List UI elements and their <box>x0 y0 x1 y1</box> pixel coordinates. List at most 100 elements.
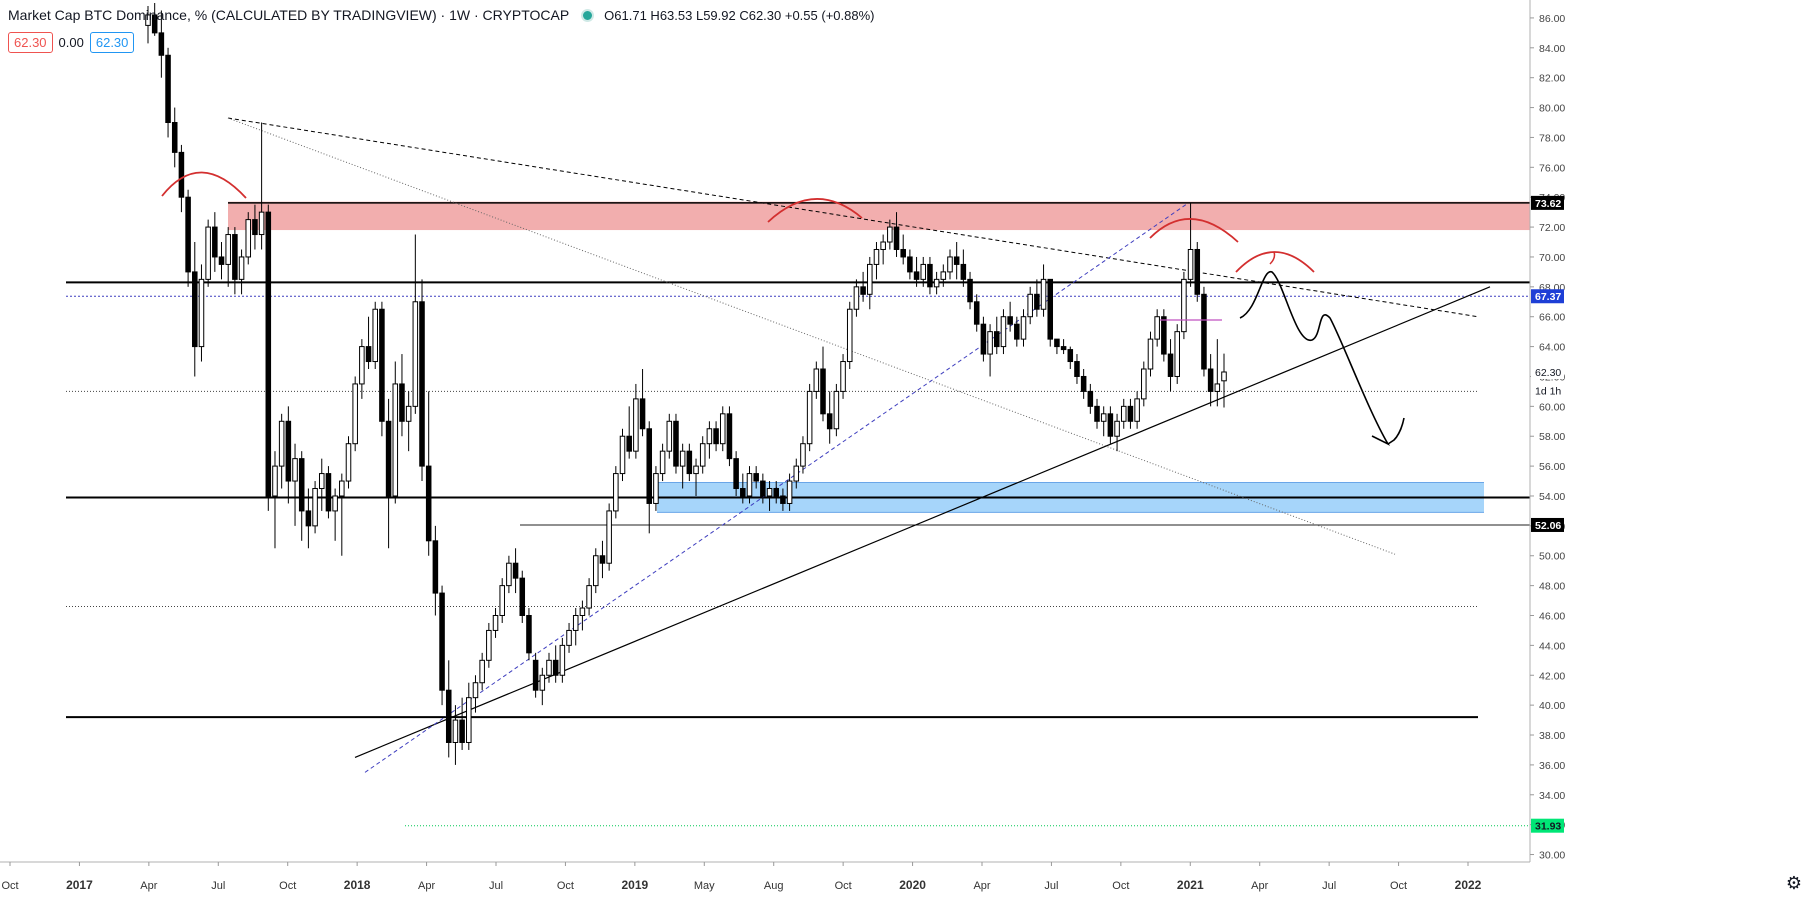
candle-body <box>1181 278 1187 333</box>
candle-body <box>532 659 539 691</box>
candle <box>833 383 840 437</box>
candle <box>1034 279 1040 317</box>
candle <box>1000 309 1007 355</box>
candle <box>980 316 987 362</box>
candle <box>345 436 352 489</box>
candle-body <box>512 562 519 579</box>
candle-body <box>933 278 940 288</box>
x-tick-label: Aug <box>764 880 784 892</box>
candle <box>1067 346 1074 370</box>
candle <box>880 234 886 265</box>
candle <box>800 436 806 474</box>
spread-value: 0.00 <box>58 35 84 50</box>
candle <box>1074 354 1080 384</box>
candle-body <box>893 226 900 250</box>
candle <box>546 652 552 683</box>
candle <box>1020 309 1027 347</box>
candle-body <box>1134 398 1140 422</box>
candle <box>185 189 191 287</box>
candle-body <box>566 629 572 646</box>
candle <box>1014 316 1020 347</box>
x-tick-label: 2022 <box>1455 878 1482 892</box>
candle <box>339 473 345 556</box>
buy-pill[interactable]: 62.30 <box>89 32 135 53</box>
candle-body <box>1007 316 1013 325</box>
candle-body <box>1087 390 1094 407</box>
candle-body <box>913 271 920 280</box>
candle <box>927 256 933 295</box>
candle <box>579 600 586 631</box>
candle <box>1154 309 1160 347</box>
gear-icon[interactable]: ⚙ <box>1785 873 1802 893</box>
candle <box>973 294 980 332</box>
candle-body <box>673 420 679 467</box>
candle-body <box>1047 278 1054 340</box>
candle-body <box>920 263 927 280</box>
candle <box>151 2 158 36</box>
candle-body <box>285 420 292 482</box>
candle-body <box>1107 413 1114 437</box>
sell-pill[interactable]: 62.30 <box>8 32 53 53</box>
candle <box>806 383 813 452</box>
candle <box>967 271 973 310</box>
candle <box>572 608 579 646</box>
candle-body <box>1040 278 1047 310</box>
candle-body <box>232 234 238 280</box>
candle <box>532 652 539 698</box>
candle-body <box>506 562 512 587</box>
price-label: 1d 1h <box>1535 386 1561 398</box>
candle <box>1094 398 1100 429</box>
candle-body <box>1074 361 1080 377</box>
candle-body <box>947 256 953 273</box>
x-tick-label: 2017 <box>66 878 93 892</box>
candle-body <box>539 674 546 691</box>
candle-body <box>1127 405 1134 422</box>
candle <box>639 369 646 437</box>
candle <box>258 122 265 250</box>
candle <box>913 256 920 287</box>
candle-body <box>479 659 485 684</box>
candle-body <box>1027 293 1033 318</box>
y-tick-label: 56.00 <box>1539 461 1565 473</box>
candle <box>760 473 766 504</box>
candle <box>332 488 338 541</box>
candle <box>907 249 913 280</box>
candle <box>278 413 285 489</box>
candle-body <box>1201 293 1207 370</box>
candle-body <box>472 682 479 699</box>
candle <box>1214 339 1221 407</box>
candle-body <box>559 644 566 676</box>
x-tick-label: Oct <box>1390 880 1407 892</box>
candle <box>846 301 853 370</box>
y-tick-label: 78.00 <box>1539 132 1565 144</box>
candle <box>439 585 445 706</box>
candle-body <box>459 719 465 743</box>
candle <box>171 107 178 168</box>
candle-body <box>887 226 893 243</box>
candle-body <box>606 510 612 564</box>
candle-body <box>846 308 853 363</box>
candle-body <box>419 301 425 467</box>
candle-body <box>1080 375 1087 392</box>
candle-body <box>633 398 639 452</box>
price-label-bg <box>1531 383 1564 398</box>
symbol-title[interactable]: Market Cap BTC Dominance, % (CALCULATED … <box>8 7 570 23</box>
candle <box>372 301 379 370</box>
candle <box>379 301 385 437</box>
candle-body <box>853 286 860 310</box>
y-tick-label: 80.00 <box>1539 103 1565 115</box>
candle <box>352 376 358 452</box>
candle <box>1040 264 1047 317</box>
candle <box>486 622 492 668</box>
candle-body <box>719 413 726 445</box>
candle <box>1181 271 1187 340</box>
candle-body <box>1141 368 1147 400</box>
candle-body <box>432 540 439 594</box>
candle <box>933 271 940 295</box>
candle <box>399 354 405 437</box>
candle <box>479 652 485 691</box>
candle <box>686 443 693 482</box>
candle <box>1161 309 1167 362</box>
candle-body <box>760 480 766 497</box>
